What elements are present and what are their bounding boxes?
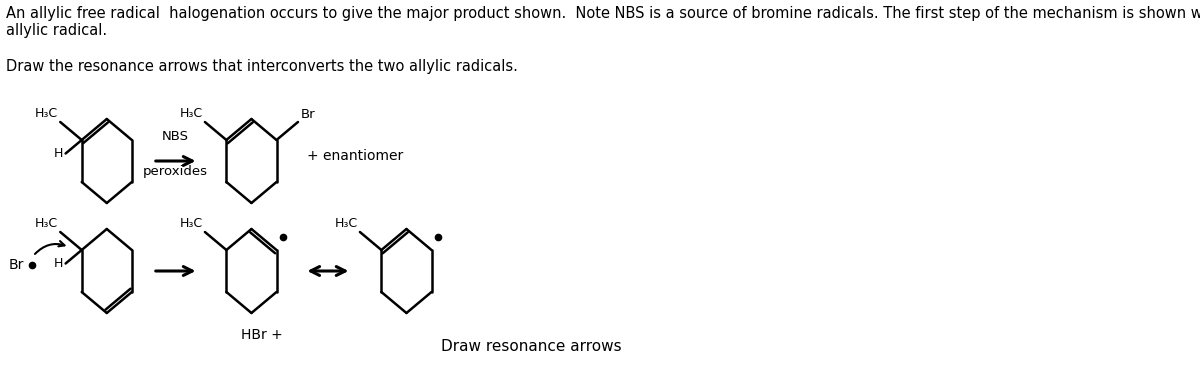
Text: H₃C: H₃C [335,217,358,230]
Text: HBr +: HBr + [241,328,283,342]
Text: Draw resonance arrows: Draw resonance arrows [440,339,622,354]
FancyArrowPatch shape [35,241,65,254]
Text: Draw the resonance arrows that interconverts the two allylic radicals.: Draw the resonance arrows that interconv… [6,59,517,74]
Text: An allylic free radical  halogenation occurs to give the major product shown.  N: An allylic free radical halogenation occ… [6,6,1200,38]
Text: Br: Br [301,108,316,121]
Text: + enantiomer: + enantiomer [306,149,403,163]
Text: Br: Br [8,258,24,272]
Text: H₃C: H₃C [35,107,58,120]
Text: H₃C: H₃C [35,217,58,230]
Text: H: H [54,257,64,270]
Text: peroxides: peroxides [143,165,208,178]
Text: H₃C: H₃C [180,217,203,230]
Text: H: H [54,147,64,160]
Text: NBS: NBS [162,130,190,143]
Text: H₃C: H₃C [180,107,203,120]
